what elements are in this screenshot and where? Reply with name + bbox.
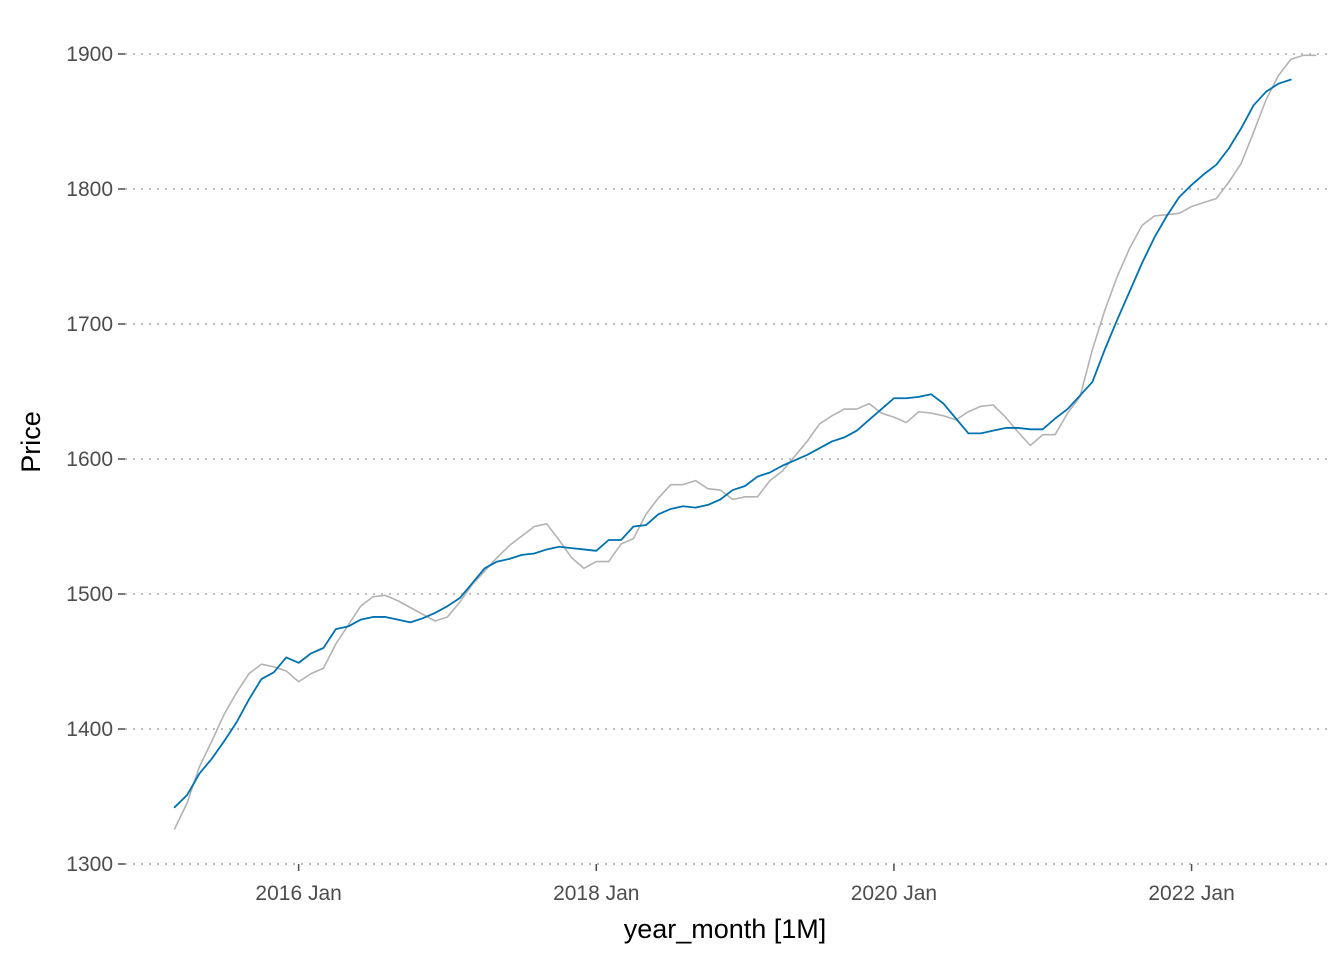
y-tick-label: 1400 [66, 718, 113, 741]
axis-layer: 1300 1400 1500 1600 1700 1800 1900 2016 Jan 2018… [66, 43, 1235, 905]
y-tick-label: 1600 [66, 448, 113, 471]
y-tick-label: 1700 [66, 313, 113, 336]
x-axis-title: year_month [1M] [624, 914, 827, 944]
series-line-1 [173, 54, 1317, 830]
y-tick-label: 1900 [66, 43, 113, 66]
grid-layer [125, 53, 1328, 865]
series-line-2 [173, 78, 1292, 809]
y-tick-label: 1800 [66, 178, 113, 201]
x-tick-label: 2018 Jan [553, 882, 639, 905]
series-layer [173, 54, 1317, 830]
y-tick-label: 1500 [66, 583, 113, 606]
x-tick-label: 2016 Jan [255, 882, 341, 905]
x-tick-label: 2022 Jan [1148, 882, 1234, 905]
y-axis-title: Price [16, 411, 46, 473]
x-tick-label: 2020 Jan [851, 882, 937, 905]
y-tick-label: 1300 [66, 853, 113, 876]
